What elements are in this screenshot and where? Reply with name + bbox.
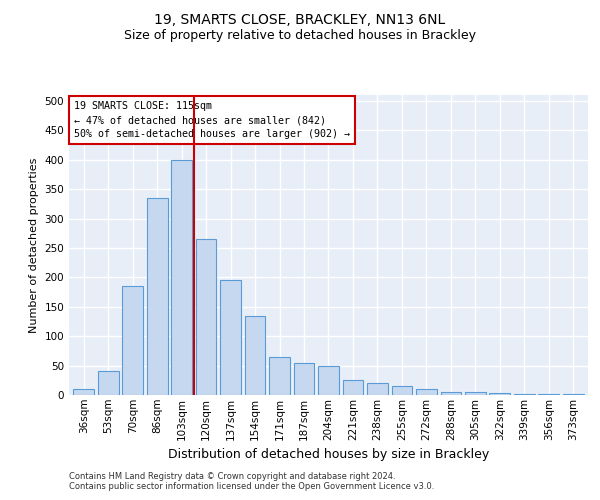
Text: 19, SMARTS CLOSE, BRACKLEY, NN13 6NL: 19, SMARTS CLOSE, BRACKLEY, NN13 6NL [154, 12, 446, 26]
Bar [440, 392, 461, 395]
Bar [416, 389, 437, 395]
Bar [490, 393, 510, 395]
Bar [563, 394, 584, 395]
Bar [147, 198, 167, 395]
Bar [343, 380, 364, 395]
Bar [367, 383, 388, 395]
Bar [98, 372, 119, 395]
Bar [465, 392, 486, 395]
Text: 19 SMARTS CLOSE: 115sqm
← 47% of detached houses are smaller (842)
50% of semi-d: 19 SMARTS CLOSE: 115sqm ← 47% of detache… [74, 101, 350, 139]
Bar [245, 316, 265, 395]
X-axis label: Distribution of detached houses by size in Brackley: Distribution of detached houses by size … [168, 448, 489, 461]
Y-axis label: Number of detached properties: Number of detached properties [29, 158, 39, 332]
Bar [392, 386, 412, 395]
Bar [514, 394, 535, 395]
Bar [73, 389, 94, 395]
Text: Contains public sector information licensed under the Open Government Licence v3: Contains public sector information licen… [69, 482, 434, 491]
Bar [220, 280, 241, 395]
Bar [122, 286, 143, 395]
Bar [318, 366, 339, 395]
Bar [171, 160, 192, 395]
Bar [293, 362, 314, 395]
Text: Contains HM Land Registry data © Crown copyright and database right 2024.: Contains HM Land Registry data © Crown c… [69, 472, 395, 481]
Text: Size of property relative to detached houses in Brackley: Size of property relative to detached ho… [124, 29, 476, 42]
Bar [196, 239, 217, 395]
Bar [538, 394, 559, 395]
Bar [269, 357, 290, 395]
